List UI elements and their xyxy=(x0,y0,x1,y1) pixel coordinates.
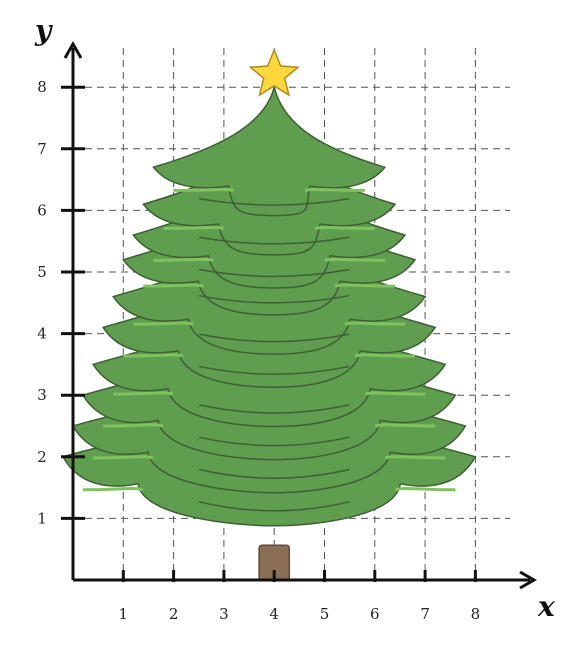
christmas-tree xyxy=(61,47,477,581)
y-tick-label: 7 xyxy=(37,140,47,158)
tier-highlight-right xyxy=(394,486,456,492)
tier-highlight-right xyxy=(304,187,365,192)
y-tick-label: 6 xyxy=(37,201,47,219)
tier-highlight-right xyxy=(314,225,375,230)
x-tick-label: 2 xyxy=(169,605,179,623)
axis-ticks: 1 2 3 4 5 6 7 8 1 2 3 4 5 6 7 8 xyxy=(37,78,480,623)
tier-inner-arc xyxy=(199,268,350,278)
tier-highlight-right xyxy=(384,455,446,460)
x-tick-label: 5 xyxy=(320,605,330,623)
tier-highlight-left xyxy=(92,455,154,460)
x-tick-label: 6 xyxy=(370,605,380,623)
tier-inner-arc xyxy=(199,468,350,479)
tier-highlight-right xyxy=(364,391,426,396)
y-axis-label: y xyxy=(34,14,53,47)
tier-inner-arc xyxy=(199,436,350,447)
tier-inner-arc xyxy=(199,236,350,245)
x-tick-label: 3 xyxy=(219,605,229,623)
x-tick-label: 8 xyxy=(471,605,481,623)
y-tick-label: 2 xyxy=(37,448,47,466)
tier-highlight-left xyxy=(113,391,174,396)
tier-highlight-left xyxy=(153,257,214,262)
star-topper xyxy=(248,47,300,97)
tier-highlight-right xyxy=(374,423,436,428)
tier-highlight-left xyxy=(173,187,234,192)
tier-inner-arc xyxy=(199,365,350,375)
tier-highlight-right xyxy=(354,353,416,358)
tier-inner-arc xyxy=(199,198,350,206)
tier-highlight-left xyxy=(82,486,144,492)
tier-highlight-left xyxy=(143,283,204,288)
y-tick-label: 3 xyxy=(37,386,47,404)
x-axis-label: x xyxy=(537,590,555,623)
tier-highlight-left xyxy=(123,353,184,358)
tier-inner-arc xyxy=(199,294,350,304)
x-tick-label: 4 xyxy=(269,605,279,623)
y-tick-label: 8 xyxy=(37,78,47,96)
tier-inner-arc xyxy=(199,501,350,512)
tier-highlight-left xyxy=(163,225,224,230)
y-tick-label: 5 xyxy=(37,263,47,281)
tier-highlight-left xyxy=(103,423,164,428)
tier-highlight-left xyxy=(133,321,194,326)
tree-tier xyxy=(152,87,387,217)
axes: 1 2 3 4 5 6 7 8 1 2 3 4 5 6 7 8 x y xyxy=(34,14,555,623)
y-axis-arrowhead xyxy=(63,40,83,59)
y-tick-label: 1 xyxy=(37,509,47,527)
y-tick-label: 4 xyxy=(37,325,47,343)
tier-inner-arc xyxy=(199,404,350,414)
x-tick-label: 1 xyxy=(119,605,129,623)
tier-highlight-right xyxy=(324,257,385,262)
x-axis-arrowhead xyxy=(519,570,538,590)
tier-inner-arc xyxy=(199,333,350,343)
x-tick-label: 7 xyxy=(420,605,430,623)
tier-highlight-right xyxy=(334,283,396,288)
tier-highlight-right xyxy=(344,321,406,326)
